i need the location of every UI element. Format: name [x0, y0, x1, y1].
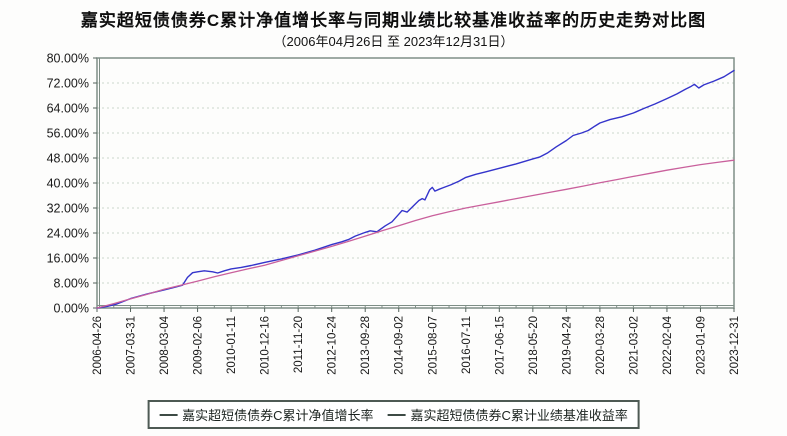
x-tick-label: 2008-03-04	[159, 315, 171, 374]
x-tick-label: 2023-01-09	[695, 316, 707, 375]
x-tick-label: 2019-04-24	[561, 315, 573, 374]
y-tick-label: 80.00%	[47, 52, 89, 66]
chart-legend: 嘉实超短债债券C累计净值增长率 嘉实超短债债券C累计业绩基准收益率	[147, 400, 640, 429]
x-tick-label: 2018-05-20	[528, 316, 540, 375]
x-tick-label: 2015-08-07	[427, 316, 439, 375]
y-tick-label: 64.00%	[47, 102, 89, 116]
x-tick-label: 2014-09-02	[394, 316, 406, 375]
y-tick-label: 72.00%	[47, 77, 89, 91]
page-subtitle: （2006年04月26日 至 2023年12月31日）	[273, 34, 514, 49]
benchmark-series-line	[96, 159, 735, 309]
y-tick-label: 48.00%	[47, 152, 89, 166]
x-tick-label: 2013-09-28	[360, 316, 372, 375]
x-tick-label: 2010-01-11	[226, 316, 238, 374]
y-tick-label: 56.00%	[47, 127, 89, 141]
y-tick-label: 40.00%	[47, 177, 89, 191]
x-tick-label: 2012-10-24	[327, 315, 339, 374]
fund-series-line	[96, 69, 735, 309]
x-tick-label: 2017-06-15	[494, 316, 506, 375]
x-tick-label: 2021-03-02	[628, 316, 640, 375]
fund-line-marker	[159, 413, 178, 416]
y-tick-label: 0.00%	[54, 302, 89, 316]
legend-item-benchmark-label: 嘉实超短债债券C累计业绩基准收益率	[410, 408, 628, 423]
benchmark-line-marker	[387, 413, 406, 416]
x-tick-label: 2011-11-20	[293, 316, 305, 373]
legend-item-fund-label: 嘉实超短债债券C累计净值增长率	[182, 408, 374, 423]
x-tick-label: 2007-03-31	[126, 316, 138, 375]
y-tick-label: 32.00%	[47, 202, 89, 216]
y-tick-label: 24.00%	[47, 227, 89, 241]
x-tick-label: 2009-02-06	[193, 316, 205, 375]
page-title: 嘉实超短债债券C累计净值增长率与同期业绩比较基准收益率的历史走势对比图	[80, 11, 707, 30]
legend-item-fund: 嘉实超短债债券C累计净值增长率	[159, 405, 374, 424]
x-tick-label: 2023-12-31	[729, 316, 741, 375]
y-tick-label: 8.00%	[54, 277, 89, 291]
x-tick-label: 2010-12-16	[260, 316, 272, 375]
x-tick-label: 2006-04-26	[92, 316, 104, 375]
legend-item-benchmark: 嘉实超短债债券C累计业绩基准收益率	[387, 405, 628, 424]
x-tick-label: 2022-02-04	[662, 315, 674, 374]
y-tick-label: 16.00%	[47, 252, 89, 266]
x-tick-label: 2016-07-11	[461, 316, 473, 374]
x-tick-label: 2020-03-28	[595, 316, 607, 375]
